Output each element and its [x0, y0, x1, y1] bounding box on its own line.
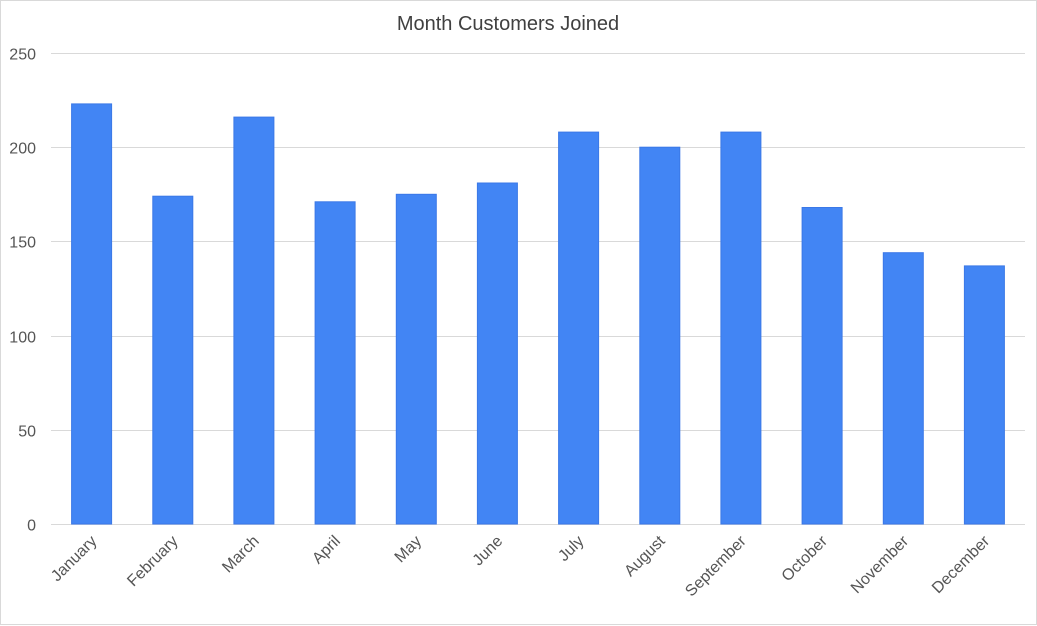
bar-april — [314, 201, 356, 525]
bar-september — [720, 131, 762, 525]
bar-may — [395, 193, 437, 525]
y-axis-tick-labels: 0 50 100 150 200 250 — [9, 47, 36, 535]
x-tick-label-september: September — [682, 532, 750, 600]
bar-february — [152, 195, 194, 525]
bar-november — [882, 252, 924, 525]
x-tick-label-june: June — [470, 533, 507, 570]
x-tick-label-july: July — [555, 533, 587, 565]
bars — [71, 103, 1005, 525]
x-tick-label-november: November — [848, 532, 913, 597]
x-tick-label-february: February — [124, 533, 181, 590]
y-tick-label-150: 150 — [9, 235, 36, 252]
y-tick-label-250: 250 — [9, 47, 36, 64]
y-tick-label-50: 50 — [18, 424, 36, 441]
chart-title: Month Customers Joined — [397, 13, 619, 35]
x-tick-label-december: December — [929, 532, 994, 597]
x-axis-tick-labels: January February March April May June July Augu… — [48, 532, 994, 600]
y-tick-label-200: 200 — [9, 141, 36, 158]
x-tick-label-may: May — [392, 533, 425, 566]
bar-january — [71, 103, 113, 525]
x-tick-label-january: January — [48, 533, 100, 585]
x-tick-label-august: August — [621, 532, 669, 580]
y-tick-label-0: 0 — [27, 518, 36, 535]
bar-june — [476, 182, 518, 525]
bar-october — [801, 207, 843, 525]
x-tick-label-april: April — [309, 533, 344, 568]
gridlines — [51, 53, 1025, 525]
bar-august — [639, 146, 681, 525]
bar-march — [233, 116, 275, 525]
x-tick-label-october: October — [779, 532, 832, 585]
x-tick-label-march: March — [219, 533, 262, 576]
bar-december — [963, 265, 1005, 525]
y-tick-label-100: 100 — [9, 330, 36, 347]
bar-july — [558, 131, 600, 525]
